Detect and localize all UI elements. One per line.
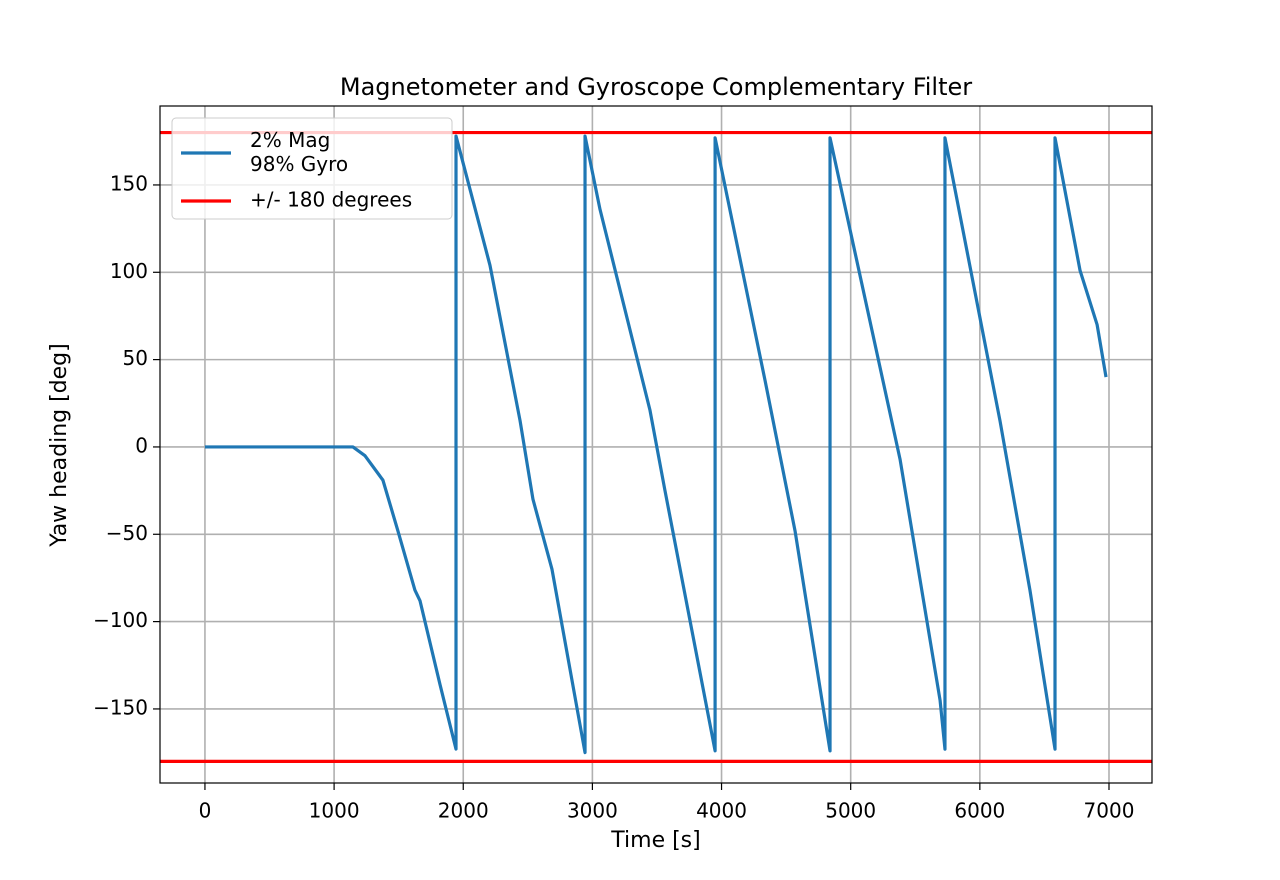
y-tick-label: −100 <box>93 608 148 632</box>
y-tick-label: 100 <box>110 259 148 283</box>
x-axis-label: Time [s] <box>610 828 700 853</box>
legend-label: +/- 180 degrees <box>250 188 412 212</box>
x-tick-label: 0 <box>199 799 212 823</box>
x-tick-label: 4000 <box>696 799 747 823</box>
y-tick-label: 50 <box>123 346 148 370</box>
x-tick-label: 5000 <box>825 799 876 823</box>
legend: 2% Mag 98% Gyro +/- 180 degrees <box>171 117 453 220</box>
y-axis-label: Yaw heading [deg] <box>47 343 72 547</box>
y-tick-label: 0 <box>135 433 148 457</box>
x-tick-label: 2000 <box>438 799 489 823</box>
x-tick-label: 3000 <box>567 799 618 823</box>
legend-label: 2% Mag 98% Gyro <box>250 128 348 176</box>
y-tick-label: 150 <box>110 171 148 195</box>
x-tick-label: 7000 <box>1084 799 1135 823</box>
x-tick-label: 1000 <box>309 799 360 823</box>
data-line <box>204 134 1108 755</box>
x-tick-label: 6000 <box>954 799 1005 823</box>
chart-title: Magnetometer and Gyroscope Complementary… <box>340 73 972 101</box>
y-tick-label: −150 <box>93 695 148 719</box>
legend-box <box>171 117 453 220</box>
y-tick-label: −50 <box>106 521 148 545</box>
plot-frame <box>159 105 1153 784</box>
